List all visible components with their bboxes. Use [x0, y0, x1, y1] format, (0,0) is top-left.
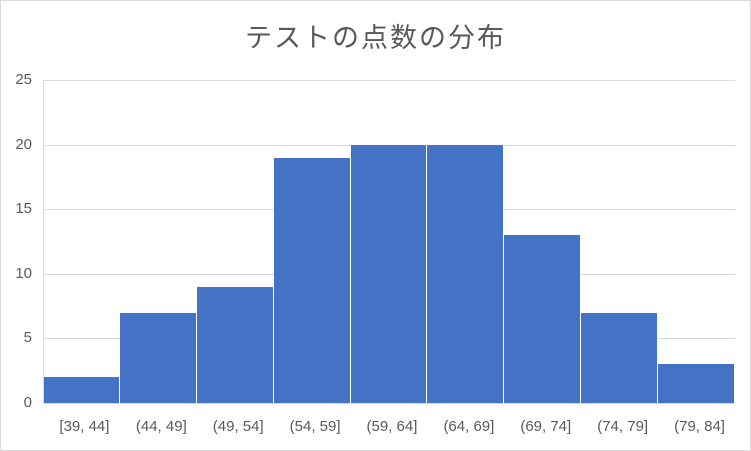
x-tick-label: [39, 44]: [59, 418, 110, 435]
chart-title: テストの点数の分布: [245, 23, 506, 54]
x-tick-label: (54, 59]: [289, 418, 341, 435]
y-tick-label: 15: [15, 200, 32, 218]
gridline: [43, 80, 735, 81]
histogram-bar: [658, 364, 735, 403]
histogram-bar: [427, 144, 505, 403]
x-tick-label: (69, 74]: [520, 418, 572, 435]
histogram-bar: [581, 312, 659, 403]
x-tick-label: (64, 69]: [443, 418, 495, 435]
x-tick-label: (74, 79]: [597, 418, 649, 435]
y-tick-label: 5: [23, 329, 32, 347]
x-tick-label: (79, 84]: [674, 418, 725, 435]
x-tick-label: (44, 49]: [135, 418, 187, 435]
histogram-bar: [43, 377, 120, 403]
y-tick-label: 0: [23, 394, 32, 411]
x-tick-label: (59, 64]: [366, 418, 418, 435]
plot-area: [43, 80, 735, 404]
histogram-bar: [119, 312, 197, 403]
y-tick-label: 20: [15, 135, 32, 153]
histogram-bar: [350, 144, 428, 403]
histogram-bar: [196, 286, 274, 403]
y-tick-label: 10: [15, 264, 32, 282]
histogram-bar: [273, 157, 351, 403]
gridline: [43, 403, 735, 404]
y-axis-line: [43, 80, 44, 403]
x-tick-label: (49, 54]: [212, 418, 264, 435]
y-tick-label: 25: [15, 71, 32, 88]
histogram-bar: [504, 235, 582, 403]
